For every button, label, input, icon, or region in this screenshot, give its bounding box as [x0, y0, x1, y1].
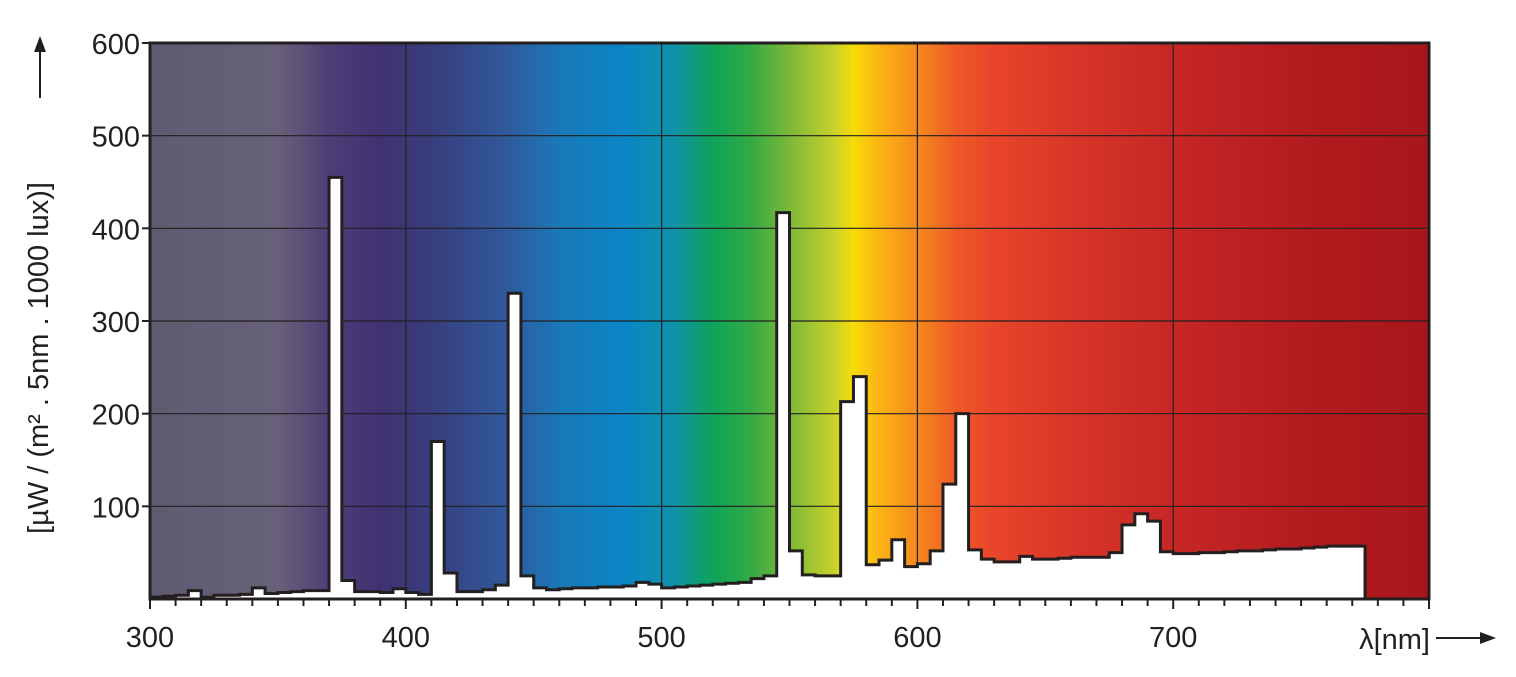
y-tick-label-500: 500 [92, 122, 140, 154]
y-axis-label: [µW / (m² . 5nm . 1000 lux)] [23, 182, 55, 534]
x-tick-label-700: 700 [1149, 622, 1197, 654]
x-axis-label: λ[nm] [1359, 624, 1430, 656]
x-tick-label-600: 600 [893, 622, 941, 654]
y-tick-label-300: 300 [92, 307, 140, 339]
x-tick-label-400: 400 [382, 622, 430, 654]
y-tick-label-200: 200 [92, 400, 140, 432]
y-axis-ticks [142, 42, 150, 508]
y-axis-arrow-icon [34, 36, 46, 98]
y-axis-tick-labels: 100 200 300 400 500 600 [92, 29, 140, 524]
x-axis-ticks [149, 599, 1430, 609]
x-tick-label-300: 300 [126, 622, 174, 654]
y-tick-label-100: 100 [92, 492, 140, 524]
y-tick-label-600: 600 [92, 29, 140, 61]
x-tick-label-500: 500 [637, 622, 685, 654]
series-spectrum-fill [148, 175, 1429, 601]
x-axis-tick-labels: 300 400 500 600 700 [126, 622, 1198, 654]
y-tick-label-400: 400 [92, 214, 140, 246]
x-axis-arrow-icon [1436, 632, 1496, 644]
